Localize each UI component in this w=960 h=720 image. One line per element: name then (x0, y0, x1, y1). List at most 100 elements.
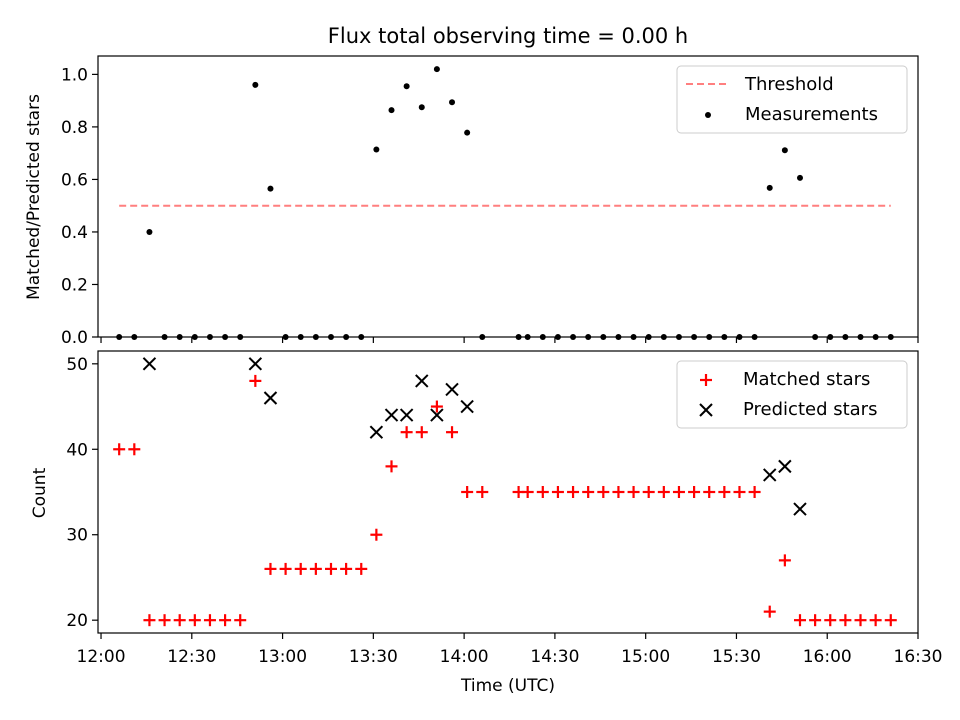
x-tick-label: 12:30 (167, 647, 216, 667)
x-tick-label: 13:00 (258, 647, 307, 667)
predicted-star-point (430, 408, 444, 422)
chart-title: Flux total observing time = 0.00 h (328, 24, 688, 48)
matched-star-point (309, 562, 322, 575)
x-tick-label: 15:00 (621, 647, 670, 667)
matched-star-point (521, 486, 534, 498)
matched-star-point (839, 614, 852, 627)
top-y-tick-label: 0.2 (61, 275, 88, 295)
measurement-point (252, 81, 259, 88)
top-y-tick-label: 0.0 (61, 328, 88, 348)
matched-star-point (672, 486, 685, 498)
x-tick-label: 16:30 (894, 647, 943, 667)
top-panel: Flux total observing time = 0.00 h 0.0 0.… (24, 24, 919, 348)
predicted-star-point (445, 382, 459, 397)
predicted-star-point (460, 399, 474, 414)
matched-star-point (400, 426, 413, 439)
predicted-star-point (399, 408, 414, 422)
bottom-plot-frame (97, 350, 919, 634)
matched-star-point (385, 460, 398, 473)
x-tick-label: 15:30 (712, 647, 761, 667)
matched-star-point (824, 614, 837, 627)
legend-matched-swatch (700, 374, 712, 386)
matched-star-point (461, 486, 474, 498)
matched-star-point (703, 486, 716, 498)
measurement-point (433, 66, 440, 73)
matched-star-point (143, 614, 156, 627)
x-tick-label: 12:00 (77, 647, 126, 667)
bottom-marks (113, 357, 897, 627)
predicted-star-point (384, 408, 399, 422)
bottom-legend: Matched stars Predicted stars (676, 360, 908, 429)
predicted-star-point (263, 391, 278, 405)
matched-star-point (158, 614, 171, 627)
predicted-star-point (793, 502, 807, 516)
matched-star-point (370, 528, 383, 541)
x-tick-label: 13:30 (349, 647, 398, 667)
measurement-point (146, 228, 153, 235)
predicted-star-point (142, 357, 157, 371)
measurement-point (766, 184, 773, 191)
matched-star-point (884, 614, 897, 627)
measurement-point (267, 185, 274, 192)
matched-star-point (597, 486, 610, 498)
measurement-point (403, 83, 410, 90)
matched-star-point (748, 486, 761, 498)
matched-star-point (264, 562, 277, 575)
bottom-y-tick-label: 40 (66, 440, 88, 460)
top-y-tick-label: 0.6 (61, 170, 88, 190)
legend-predicted-label: Predicted stars (743, 399, 877, 420)
top-y-tick-label: 1.0 (61, 65, 88, 85)
matched-star-point (476, 486, 489, 498)
matched-star-point (551, 486, 564, 498)
bottom-y-tick-label: 50 (66, 355, 88, 375)
bottom-y-tick-label: 30 (66, 526, 88, 546)
matched-star-point (854, 614, 867, 627)
matched-star-point (642, 486, 655, 498)
x-axis-label: Time (UTC) (460, 676, 555, 696)
legend-predicted-swatch (699, 403, 713, 417)
legend-matched-label: Matched stars (743, 369, 870, 390)
measurement-point (418, 104, 425, 111)
matched-star-point (688, 486, 701, 498)
matched-star-point (567, 486, 580, 498)
top-legend-box (676, 65, 908, 134)
measurement-point (388, 107, 395, 114)
matched-star-point (173, 614, 186, 627)
matched-star-point (763, 605, 776, 618)
matched-star-point (234, 614, 247, 627)
measurement-point (796, 174, 803, 181)
matched-star-point (294, 562, 307, 575)
matched-star-point (627, 486, 640, 498)
matched-star-point (355, 562, 368, 575)
legend-measurements-label: Measurements (745, 104, 878, 125)
top-plot-frame (97, 55, 919, 338)
measurement-point (781, 147, 788, 154)
top-legend: Threshold Measurements (676, 65, 908, 134)
matched-star-point (536, 486, 549, 498)
measurement-point (464, 129, 471, 136)
matched-star-point (188, 614, 201, 627)
top-y-axis-label: Matched/Predicted stars (24, 94, 44, 300)
matched-star-point (718, 486, 731, 498)
legend-measurements-swatch (705, 112, 711, 118)
matched-star-point (113, 443, 126, 456)
bottom-y-ticks: 20 30 40 50 (66, 355, 98, 631)
matched-star-point (430, 400, 443, 413)
matched-star-point (869, 614, 882, 627)
matched-star-point (324, 562, 337, 575)
measurement-point (373, 146, 380, 153)
matched-star-point (446, 426, 459, 439)
matched-star-point (279, 562, 292, 575)
legend-threshold-label: Threshold (744, 74, 834, 95)
x-tick-label: 14:00 (440, 647, 489, 667)
predicted-star-point (415, 374, 429, 388)
matched-star-point (340, 562, 353, 575)
matched-star-point (203, 614, 216, 627)
top-y-tick-label: 0.4 (61, 223, 88, 243)
top-x-ticks (100, 337, 919, 343)
bottom-legend-box (676, 360, 908, 429)
measurement-point (449, 99, 456, 106)
x-tick-label: 16:00 (803, 647, 852, 667)
